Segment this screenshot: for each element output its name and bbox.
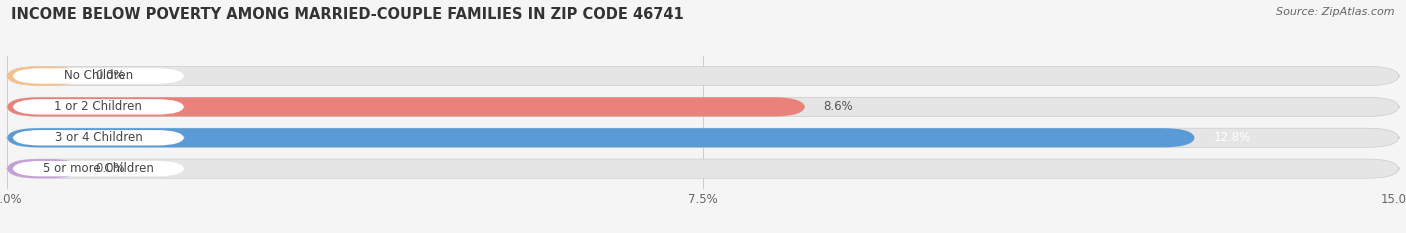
FancyBboxPatch shape: [7, 66, 1399, 86]
FancyBboxPatch shape: [7, 97, 806, 116]
FancyBboxPatch shape: [7, 128, 1195, 147]
Text: 0.0%: 0.0%: [96, 69, 125, 82]
FancyBboxPatch shape: [7, 97, 1399, 116]
Text: 8.6%: 8.6%: [824, 100, 853, 113]
Text: 5 or more Children: 5 or more Children: [44, 162, 153, 175]
FancyBboxPatch shape: [13, 130, 184, 145]
Text: 3 or 4 Children: 3 or 4 Children: [55, 131, 142, 144]
Text: 12.8%: 12.8%: [1213, 131, 1250, 144]
FancyBboxPatch shape: [13, 99, 184, 115]
FancyBboxPatch shape: [7, 159, 82, 178]
FancyBboxPatch shape: [7, 66, 82, 86]
Text: 0.0%: 0.0%: [96, 162, 125, 175]
Text: No Children: No Children: [63, 69, 134, 82]
FancyBboxPatch shape: [7, 159, 1399, 178]
FancyBboxPatch shape: [7, 128, 1399, 147]
Text: Source: ZipAtlas.com: Source: ZipAtlas.com: [1277, 7, 1395, 17]
FancyBboxPatch shape: [13, 68, 184, 84]
FancyBboxPatch shape: [13, 161, 184, 176]
Text: INCOME BELOW POVERTY AMONG MARRIED-COUPLE FAMILIES IN ZIP CODE 46741: INCOME BELOW POVERTY AMONG MARRIED-COUPL…: [11, 7, 683, 22]
Text: 1 or 2 Children: 1 or 2 Children: [55, 100, 142, 113]
